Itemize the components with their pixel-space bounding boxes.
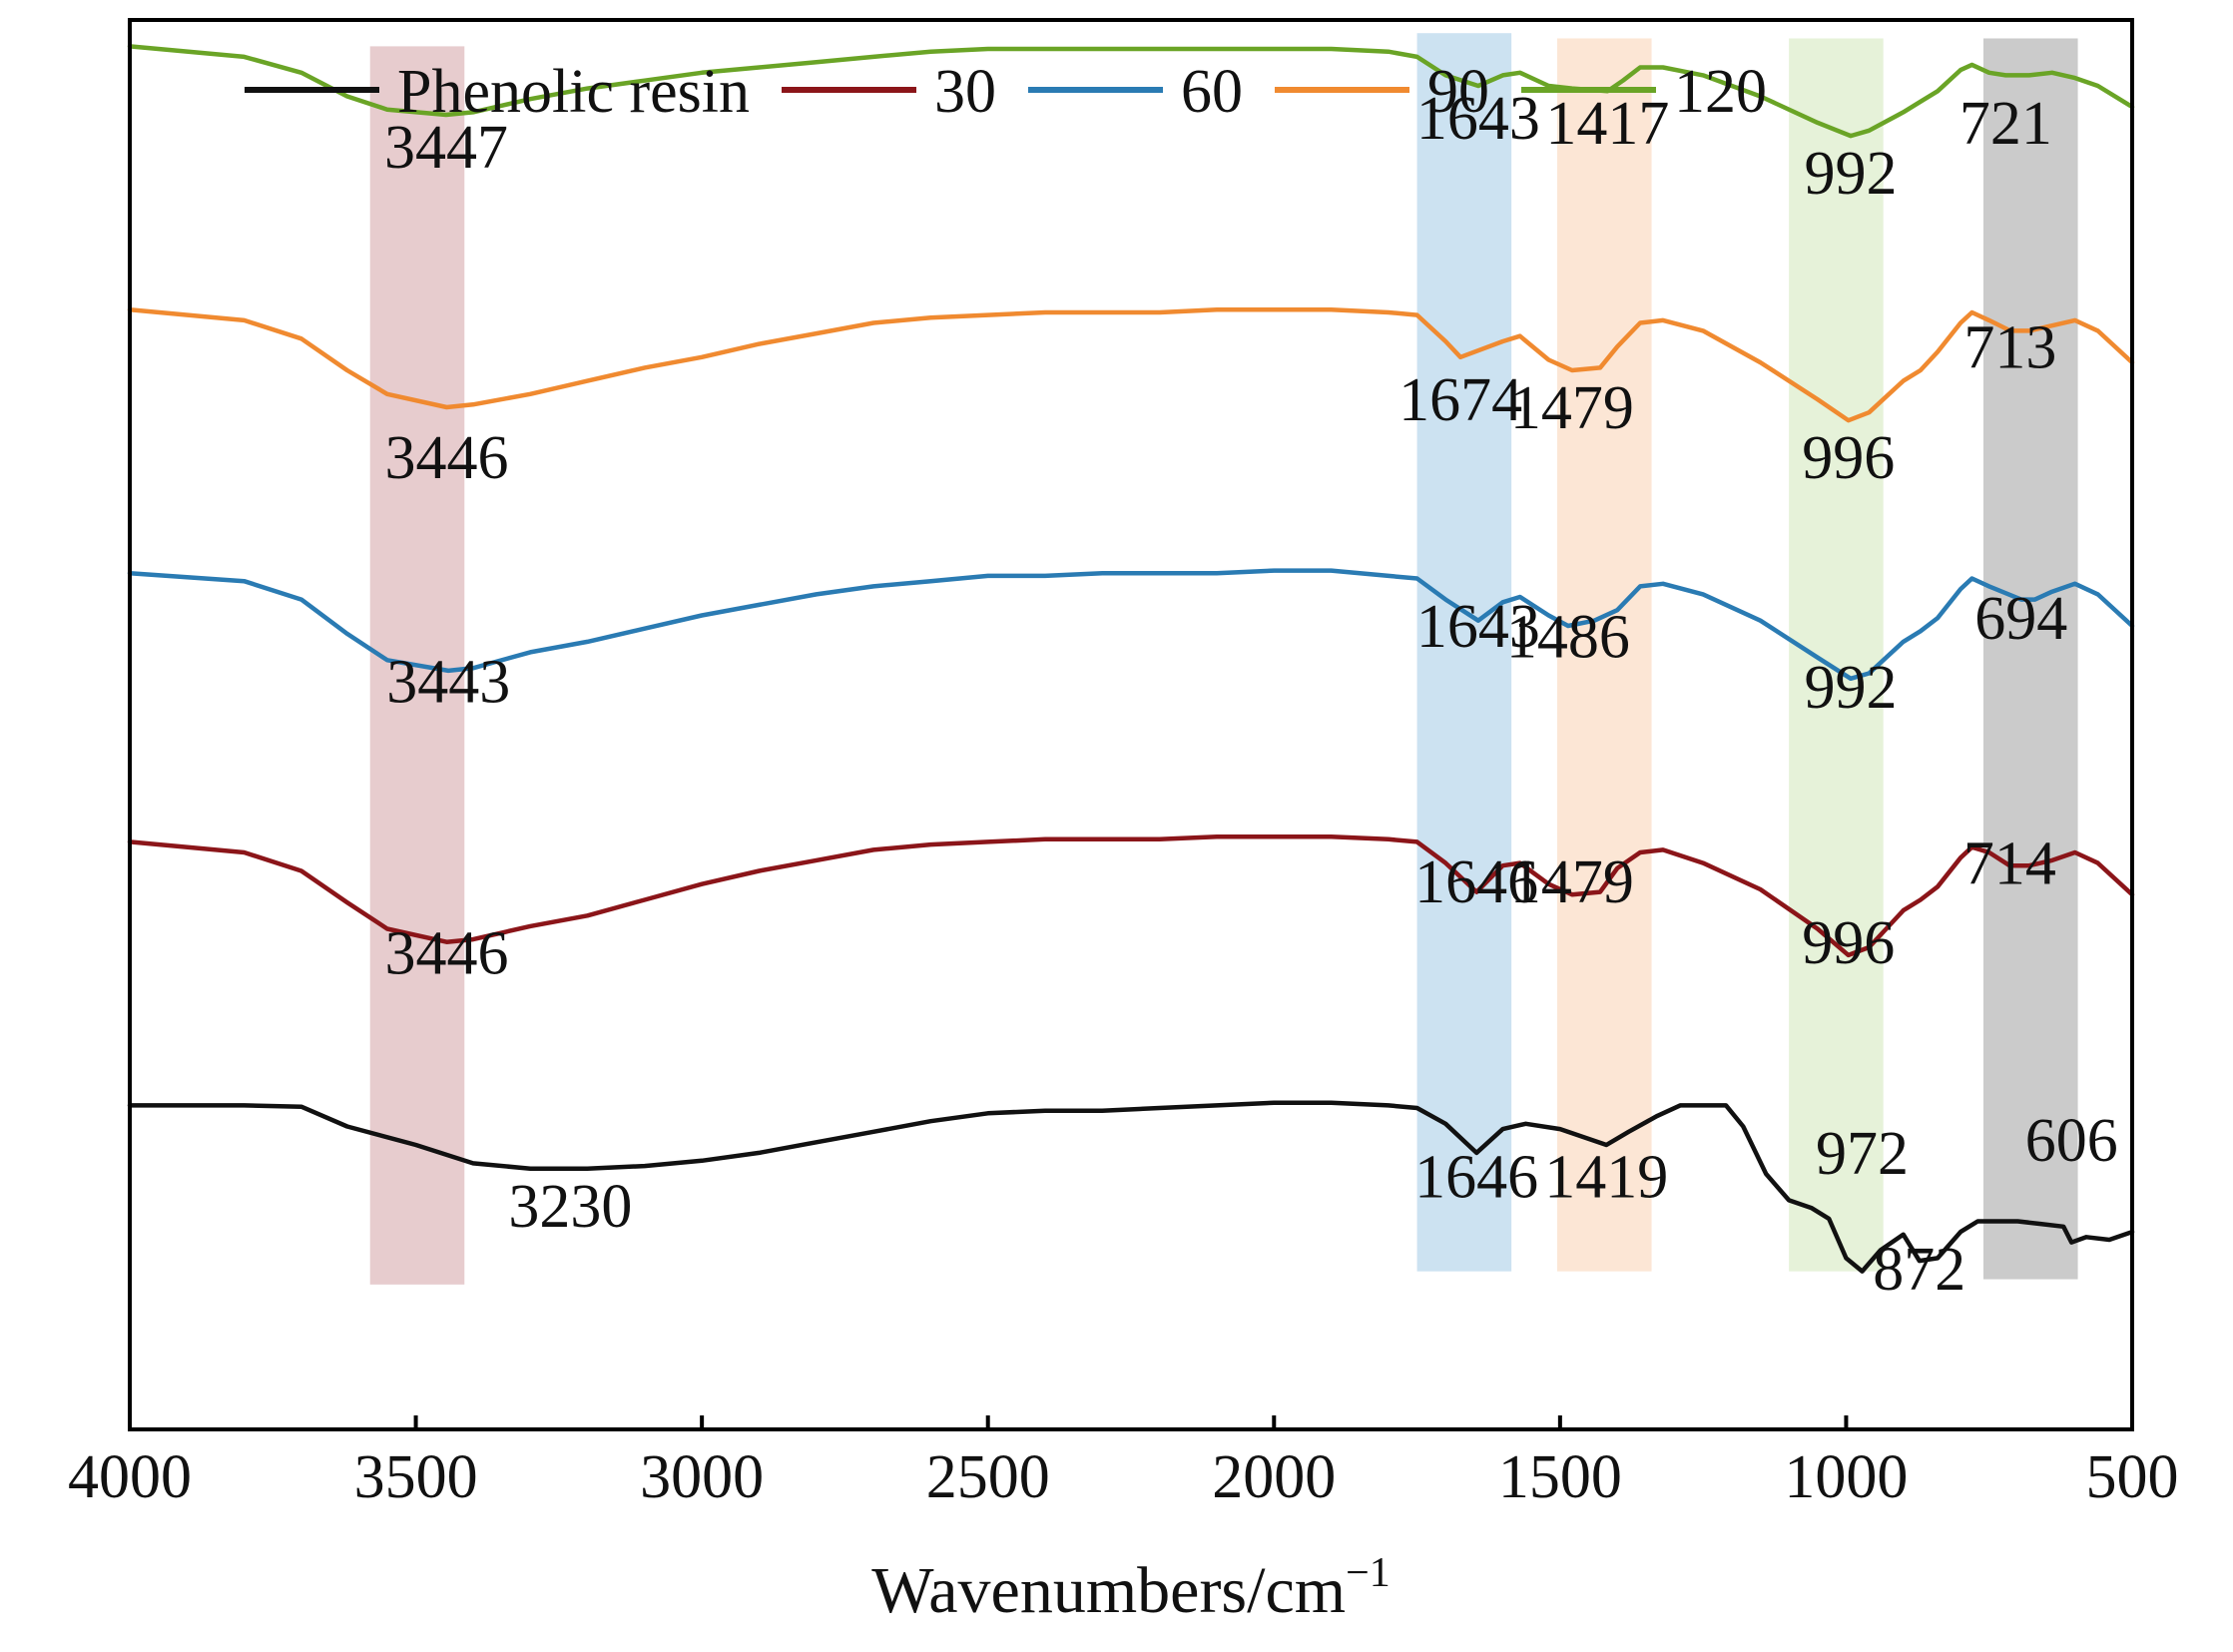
- series-line-90: [127, 307, 2135, 423]
- highlight-band-3: [1556, 38, 1652, 1272]
- peak-label: 1646: [1414, 848, 1538, 916]
- peak-label: 1479: [1510, 848, 1634, 916]
- x-tick-label: 2000: [1212, 1443, 1336, 1511]
- peak-label: 1643: [1416, 593, 1540, 661]
- peak-label: 872: [1873, 1236, 1965, 1304]
- legend-label: 120: [1674, 58, 1767, 126]
- peak-label: 1479: [1510, 374, 1634, 442]
- peak-label: 3446: [385, 424, 509, 492]
- highlight-band-2: [1416, 33, 1512, 1272]
- peak-label: 694: [1974, 585, 2067, 653]
- legend-label: 60: [1181, 58, 1243, 126]
- x-axis: 4000 3500 3000 2500 2000 1500 1000 500: [68, 1415, 2179, 1511]
- x-tick-label: 4000: [68, 1443, 192, 1511]
- peak-label: 996: [1802, 424, 1895, 492]
- x-tick-label: 500: [2086, 1443, 2179, 1511]
- peak-label: 713: [1963, 313, 2056, 381]
- highlight-band-4: [1789, 38, 1884, 1272]
- peak-label: 1486: [1506, 604, 1630, 672]
- spectra-lines: [127, 44, 2135, 1274]
- highlight-bands: [369, 33, 2078, 1285]
- x-tick-label: 1500: [1498, 1443, 1622, 1511]
- x-tick-label: 3500: [354, 1443, 478, 1511]
- peak-label: 3443: [386, 649, 510, 717]
- peak-labels: 3447 1643 14179927213446167414799967133443…: [384, 85, 2118, 1304]
- peak-label: 1674: [1398, 366, 1522, 434]
- peak-label: 972: [1816, 1120, 1909, 1188]
- peak-label: 992: [1805, 654, 1898, 722]
- x-axis-title: Wavenumbers/cm−1: [871, 1550, 1391, 1627]
- series-line-60: [127, 568, 2135, 682]
- x-axis-title-superscript: −1: [1346, 1550, 1391, 1596]
- legend: Phenolic resin 30 60 90 120: [245, 58, 1767, 126]
- peak-label: 996: [1802, 909, 1895, 977]
- x-tick-label: 1000: [1784, 1443, 1908, 1511]
- series-line-30: [127, 833, 2135, 958]
- x-tick-label: 2500: [926, 1443, 1050, 1511]
- peak-label: 992: [1805, 140, 1898, 208]
- legend-label: 90: [1427, 58, 1489, 126]
- series-line-120: [127, 44, 2135, 139]
- peak-label: 3230: [508, 1173, 632, 1241]
- peak-label: 1646: [1414, 1144, 1538, 1212]
- peak-label: 721: [1959, 90, 2052, 158]
- peak-label: 1643: [1416, 85, 1540, 153]
- peak-label: 3447: [384, 114, 508, 182]
- peak-label: 1417: [1545, 90, 1669, 158]
- peak-label: 3446: [385, 919, 509, 987]
- peak-label: 714: [1963, 830, 2056, 898]
- highlight-band-5: [1982, 38, 2078, 1280]
- plot-frame: [128, 18, 2134, 1431]
- legend-label: Phenolic resin: [397, 58, 750, 126]
- legend-label: 30: [934, 58, 996, 126]
- peak-label: 1419: [1544, 1144, 1668, 1212]
- series-line-phenolic-resin: [127, 1100, 2135, 1274]
- peak-label: 606: [2025, 1107, 2118, 1175]
- x-axis-title-text: Wavenumbers/cm: [871, 1554, 1346, 1627]
- x-tick-label: 3000: [640, 1443, 764, 1511]
